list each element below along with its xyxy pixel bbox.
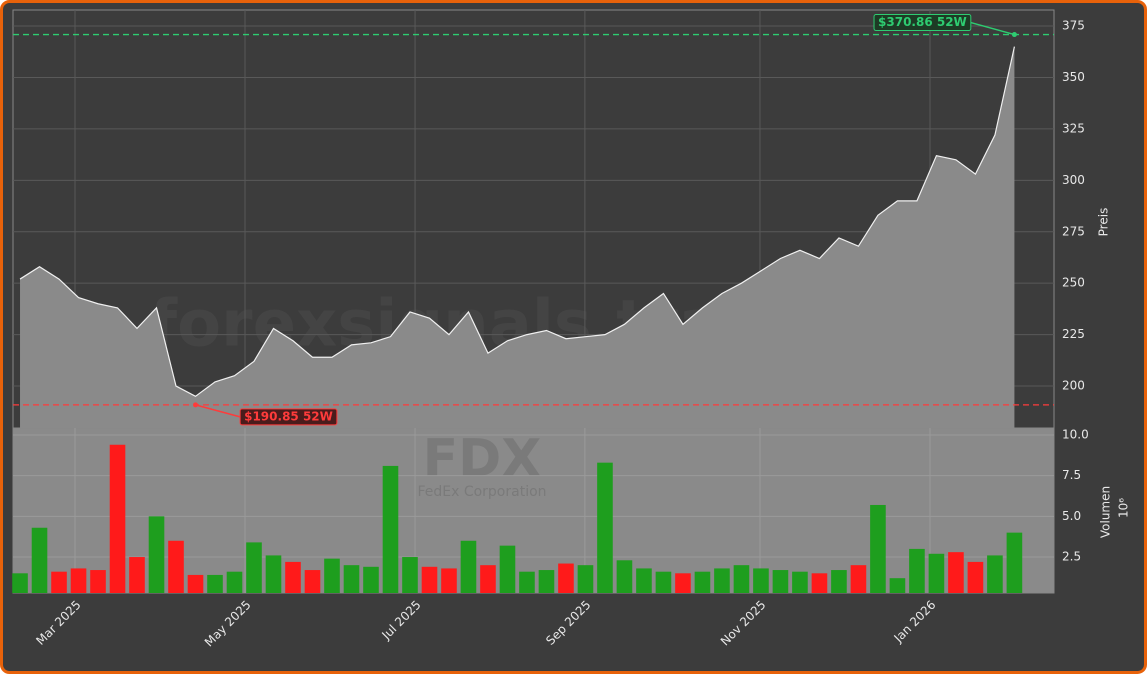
y-tick-label: 300 [1062,173,1085,187]
volume-bar [90,570,106,593]
volume-bar [967,561,984,593]
y-tick-label: 5.0 [1062,509,1081,523]
volume-bar [870,504,886,593]
volume-bar [1006,532,1023,593]
y-tick-label: 275 [1062,224,1085,238]
volume-bar [109,444,126,593]
volume-bar [733,565,750,593]
volume-bar [714,568,730,593]
volume-bar [382,465,399,593]
price-area [20,46,1015,428]
volume-bar [948,552,964,593]
annotation-label: $190.85 52W [244,409,333,423]
annotation-arrow [970,21,1015,36]
volume-bar [246,542,262,593]
volume-bar [480,565,496,593]
volume-bar [792,571,808,593]
volume-bar [811,573,828,593]
annotation-arrowhead [193,402,199,408]
volume-bar [772,570,789,593]
price-line [19,46,1016,398]
volume-bar [655,571,672,593]
symbol-watermark: FDX [423,429,542,489]
company-watermark: FedEx Corporation [417,484,546,500]
y-tick-label: 350 [1062,70,1085,84]
volume-bar [616,560,633,593]
y-axis-label: Volumen [1099,486,1113,538]
y-axis-label: Preis [1097,208,1111,237]
volume-bar [636,568,652,593]
volume-bar [402,557,418,593]
volume-bar [343,565,360,593]
annotation-arrow [195,404,241,418]
volume-bar [304,570,321,593]
y-tick-label: 250 [1062,276,1085,290]
volume-bar [51,571,67,593]
volume-bar [558,563,574,593]
volume-bar [460,540,477,593]
volume-bar [909,548,925,593]
y-tick-label: 375 [1062,19,1085,33]
volume-bar [987,555,1003,593]
volume-bar [441,568,457,593]
volume-bar [519,571,535,593]
volume-bar [597,462,613,593]
volume-bar [889,578,906,593]
y-tick-label: 2.5 [1062,550,1081,564]
volume-bar [168,540,184,593]
volume-bar [70,568,87,593]
volume-bar [850,565,867,593]
volume-bar [148,516,165,593]
y-axis-scale-label: 10⁶ [1117,498,1131,518]
volume-bar [324,558,340,593]
volume-bar [928,553,945,593]
annotation-arrowhead [1011,32,1017,38]
y-tick-label: 7.5 [1062,468,1081,482]
volume-bar [12,573,28,593]
volume-bar [187,574,204,593]
volume-bar [285,561,301,593]
volume-bar [538,570,555,593]
volume-bar [363,566,379,593]
volume-bar [577,565,594,593]
volume-bar [226,571,243,593]
volume-bar [129,557,145,593]
volume-bar [753,568,769,593]
volume-bar [421,566,438,593]
y-tick-label: 10.0 [1062,427,1089,441]
volume-bar [675,573,691,593]
volume-bar [207,574,223,593]
volume-bar [31,527,48,593]
annotation-label: $370.86 52W [878,15,967,29]
volume-bar [831,570,847,593]
volume-bar [265,555,282,593]
y-tick-label: 225 [1062,327,1085,341]
volume-bar [499,545,516,593]
y-tick-label: 200 [1062,379,1085,393]
y-tick-label: 325 [1062,121,1085,135]
volume-bar [694,571,711,593]
